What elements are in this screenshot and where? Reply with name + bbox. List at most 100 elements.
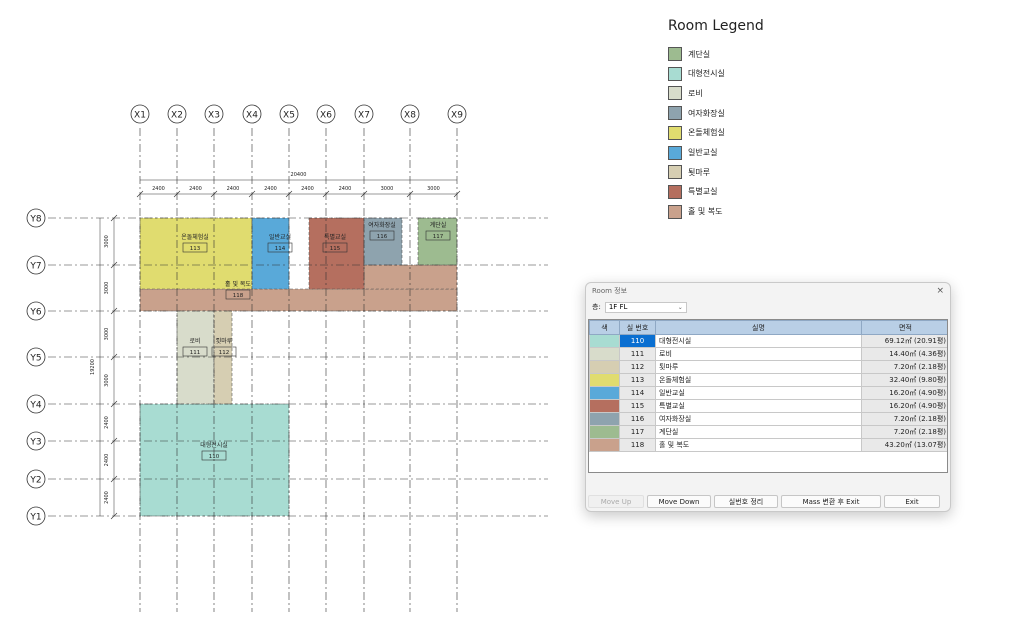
- table-row[interactable]: 110 대형전시실 69.12㎡ (20.91평): [589, 334, 947, 348]
- row-number-cell[interactable]: 118: [619, 438, 656, 452]
- dimension-span-x: 2400: [227, 186, 240, 192]
- row-color-swatch: [590, 439, 619, 451]
- table-row[interactable]: 112 툇마루 7.20㎡ (2.18평): [589, 360, 947, 374]
- row-color-swatch: [590, 426, 619, 438]
- row-name-cell[interactable]: 일반교실: [655, 386, 862, 400]
- row-number-cell[interactable]: 114: [619, 386, 656, 400]
- column-header-color[interactable]: 색: [589, 320, 620, 335]
- grid-label-y: Y4: [29, 401, 41, 411]
- row-number-cell[interactable]: 112: [619, 360, 656, 374]
- legend-item: 로비: [668, 83, 868, 103]
- row-name-cell[interactable]: 로비: [655, 347, 862, 361]
- renumber-button[interactable]: 실번호 정리: [714, 495, 778, 508]
- table-row[interactable]: 117 계단실 7.20㎡ (2.18평): [589, 425, 947, 439]
- table-row[interactable]: 113 온돌체험실 32.40㎡ (9.80평): [589, 373, 947, 387]
- room-region: [213, 310, 233, 405]
- grid-label-y: Y6: [29, 308, 41, 318]
- floor-row: 층: 1F FL ⌄: [586, 300, 950, 314]
- row-color-swatch: [590, 361, 619, 373]
- dimension-tick: [210, 190, 218, 198]
- dialog-buttons: Move Up Move Down 실번호 정리 Mass 변환 후 Exit …: [588, 495, 948, 509]
- room-number-label: 113: [190, 246, 201, 252]
- column-header-area[interactable]: 면적: [861, 320, 947, 335]
- row-number-cell[interactable]: 117: [619, 425, 656, 439]
- room-region: [139, 217, 253, 290]
- room-number-label: 110: [209, 454, 220, 460]
- floor-select[interactable]: 1F FL ⌄: [604, 301, 687, 313]
- floor-plan[interactable]: X1 X2 X3 X4 X5 X6 X7 X8 X9 Y8 Y7 Y6 Y5 Y4 Y3 Y2 Y1 20400 2…: [0, 0, 560, 640]
- dimension-span-x: 3000: [427, 186, 440, 192]
- row-area-cell: 14.40㎡ (4.36평): [861, 347, 947, 361]
- dimension-span-x: 2400: [301, 186, 314, 192]
- row-area-cell: 43.20㎡ (13.07평): [861, 438, 947, 452]
- empty-cell: [862, 452, 948, 465]
- table-row[interactable]: 111 로비 14.40㎡ (4.36평): [589, 347, 947, 361]
- legend-item: 계단실: [668, 44, 868, 64]
- row-color-cell[interactable]: [589, 399, 620, 413]
- room-region: [139, 288, 458, 312]
- empty-cell: [656, 452, 862, 465]
- row-color-cell[interactable]: [589, 412, 620, 426]
- row-color-cell[interactable]: [589, 347, 620, 361]
- empty-row: [590, 452, 948, 465]
- table-row[interactable]: 114 일반교실 16.20㎡ (4.90평): [589, 386, 947, 400]
- row-number-cell[interactable]: 113: [619, 373, 656, 387]
- row-color-cell[interactable]: [589, 425, 620, 439]
- row-number-cell[interactable]: 110: [619, 334, 656, 348]
- table-row[interactable]: 116 여자화장실 7.20㎡ (2.18평): [589, 412, 947, 426]
- dimension-span-x: 2400: [189, 186, 202, 192]
- row-number-cell[interactable]: 116: [619, 412, 656, 426]
- dimension-tick-v: [110, 400, 118, 408]
- chevron-down-icon: ⌄: [677, 303, 683, 311]
- grid-label-x: X9: [451, 111, 463, 121]
- row-name-cell[interactable]: 온돌체험실: [655, 373, 862, 387]
- move-up-button[interactable]: Move Up: [588, 495, 644, 508]
- mass-convert-exit-button[interactable]: Mass 변환 후 Exit: [781, 495, 881, 508]
- grid-label-y: Y8: [29, 215, 41, 225]
- table-row[interactable]: 118 홀 및 복도 43.20㎡ (13.07평): [589, 438, 947, 452]
- row-color-cell[interactable]: [589, 386, 620, 400]
- dialog-titlebar: Room 정보 ×: [586, 283, 950, 299]
- dimension-tick: [406, 190, 414, 198]
- room-region: [363, 264, 458, 290]
- row-color-cell[interactable]: [589, 360, 620, 374]
- row-name-cell[interactable]: 홀 및 복도: [655, 438, 862, 452]
- dimension-span-x: 2400: [152, 186, 165, 192]
- row-name-cell[interactable]: 툇마루: [655, 360, 862, 374]
- close-icon[interactable]: ×: [936, 286, 944, 296]
- row-number-cell[interactable]: 115: [619, 399, 656, 413]
- room-number-label: 112: [219, 350, 230, 356]
- row-color-cell[interactable]: [589, 438, 620, 452]
- dimension-tick: [285, 190, 293, 198]
- grid-bubble-y: [26, 301, 46, 321]
- row-name-cell[interactable]: 대형전시실: [655, 334, 862, 348]
- dimension-tick: [322, 190, 330, 198]
- column-header-number[interactable]: 실 번호: [619, 320, 656, 335]
- row-name-cell[interactable]: 여자화장실: [655, 412, 862, 426]
- column-header-name[interactable]: 실명: [655, 320, 862, 335]
- room-name-label: 대형전시실: [200, 441, 228, 449]
- dimension-span-y: 2400: [104, 454, 110, 467]
- legend-label: 로비: [688, 88, 703, 98]
- legend-item: 여자화장실: [668, 103, 868, 123]
- row-color-cell[interactable]: [589, 373, 620, 387]
- grid-label-y: Y2: [29, 476, 41, 486]
- move-down-button[interactable]: Move Down: [647, 495, 711, 508]
- grid-bubble-y: [26, 208, 46, 228]
- row-area-cell: 69.12㎡ (20.91평): [861, 334, 947, 348]
- grid-label-x: X5: [283, 111, 295, 121]
- room-table-container[interactable]: 색 실 번호 실명 면적 110 대형전시실 69.12㎡ (20.91평) 111 로…: [588, 319, 948, 473]
- row-name-cell[interactable]: 특별교실: [655, 399, 862, 413]
- exit-button[interactable]: Exit: [884, 495, 940, 508]
- table-row[interactable]: 115 특별교실 16.20㎡ (4.90평): [589, 399, 947, 413]
- grid-label-x: X7: [358, 111, 370, 121]
- row-number-cell[interactable]: 111: [619, 347, 656, 361]
- row-color-cell[interactable]: [589, 334, 620, 348]
- grid-bubble-x: [130, 104, 150, 124]
- row-name-cell[interactable]: 계단실: [655, 425, 862, 439]
- legend-title: Room Legend: [668, 18, 764, 34]
- grid-bubble-y: [26, 394, 46, 414]
- empty-cell: [620, 464, 656, 472]
- legend-swatch: [668, 145, 682, 160]
- dimension-span-y: 3000: [104, 374, 110, 387]
